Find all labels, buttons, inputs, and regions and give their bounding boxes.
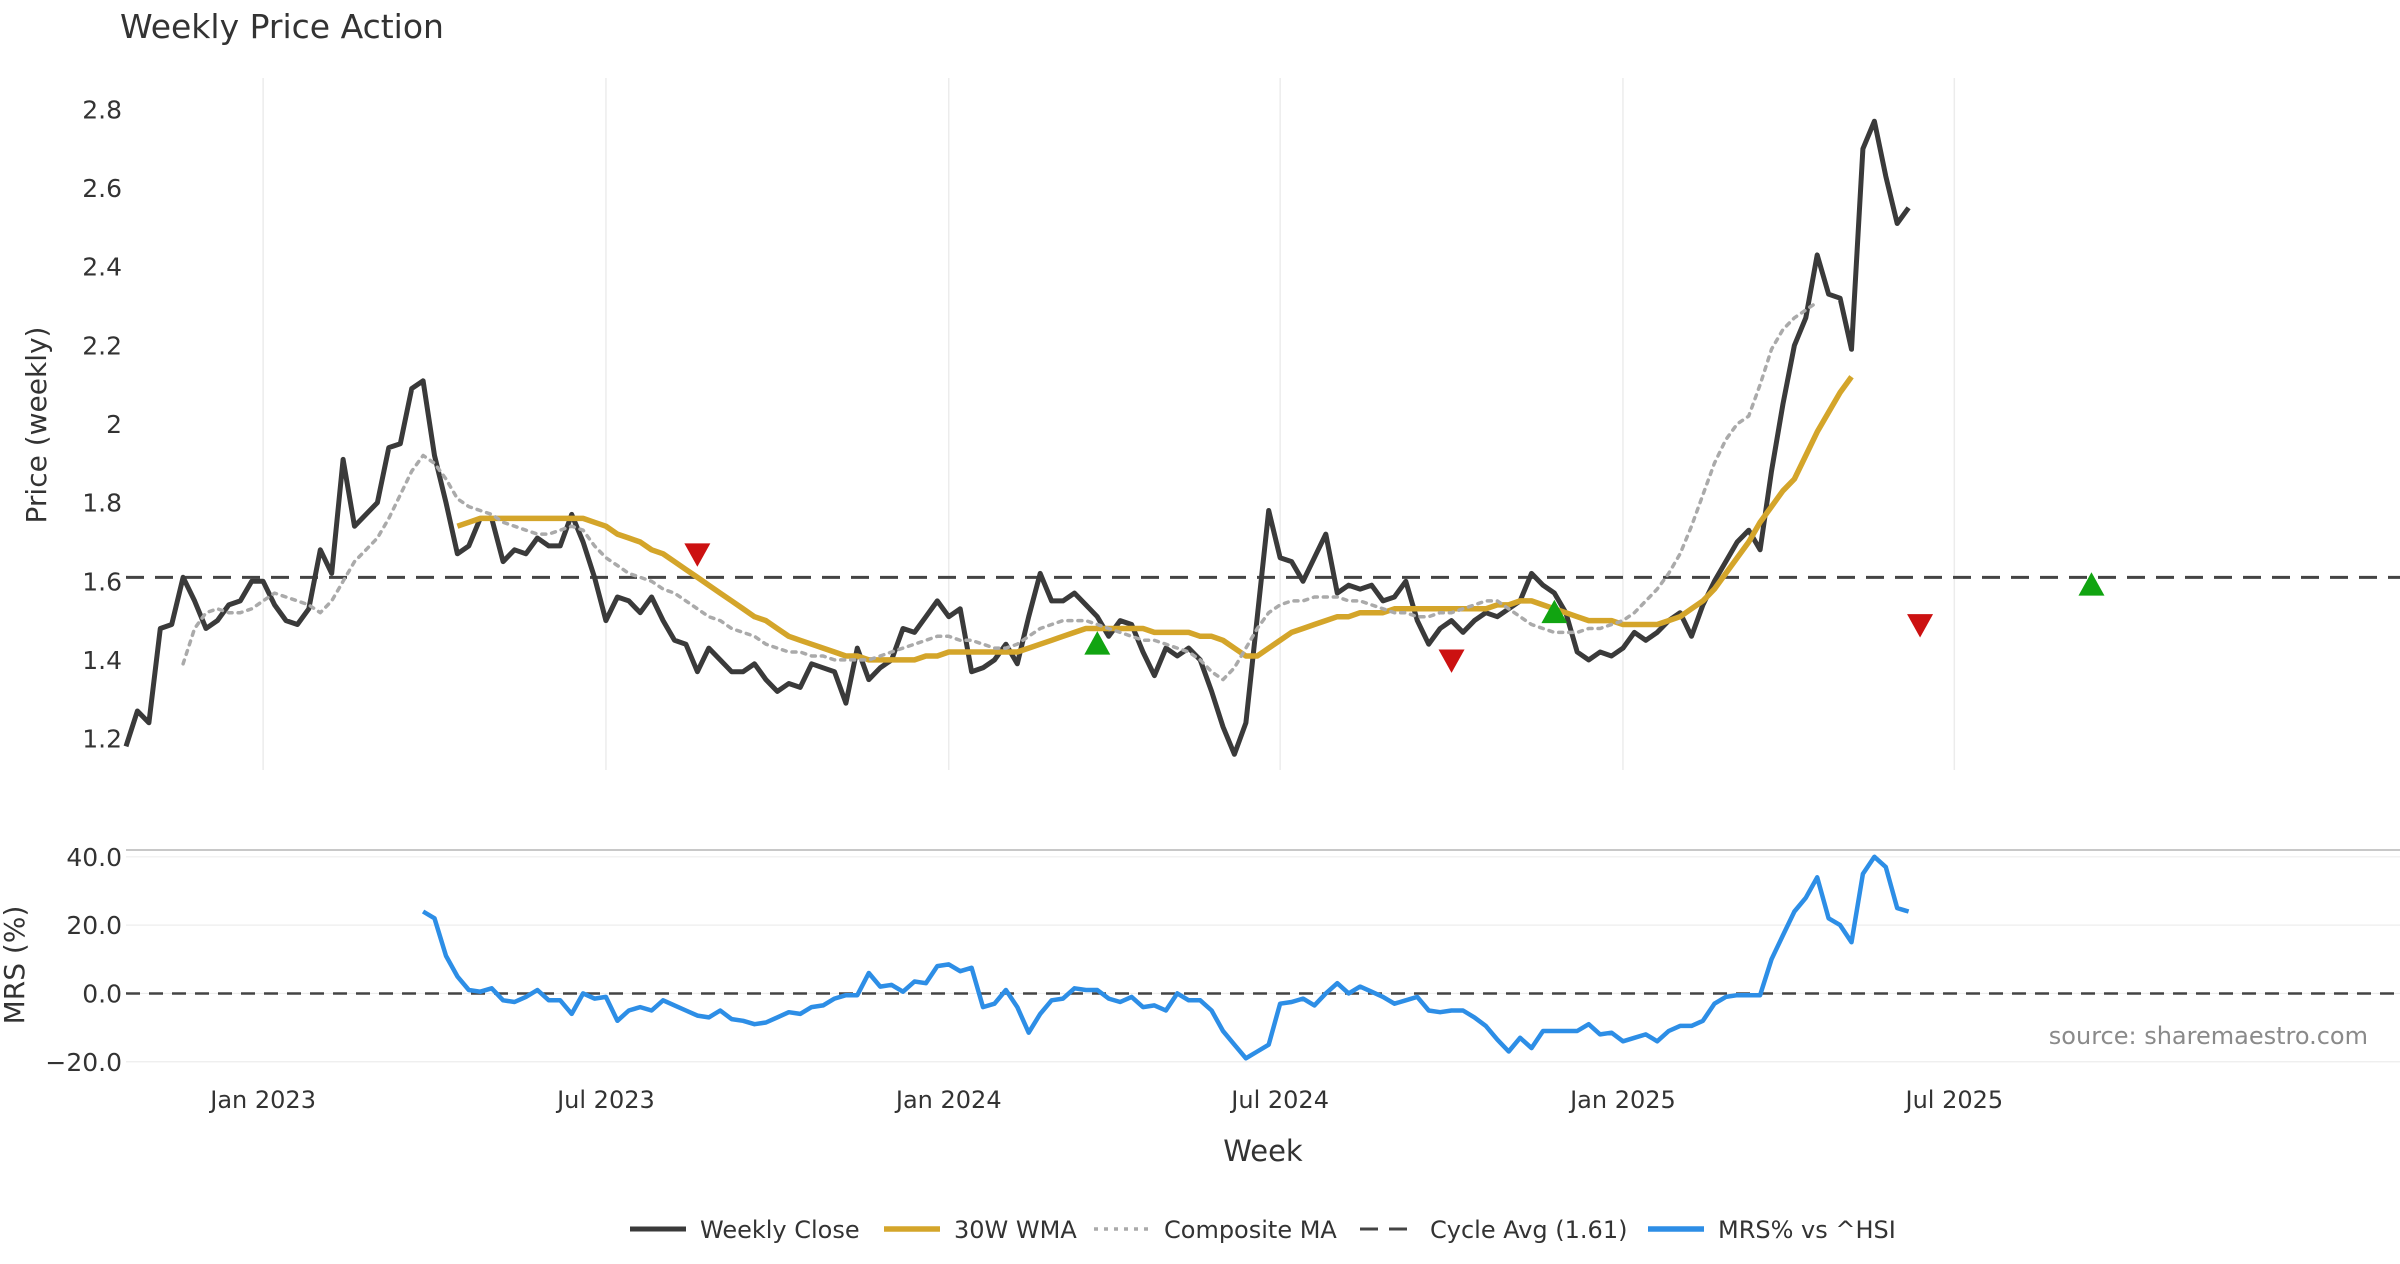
price-y-tick-label: 2.8: [82, 95, 122, 124]
mrs-y-tick-label: −20.0: [45, 1048, 122, 1077]
series-line-4: [421, 854, 1910, 1061]
mrs-y-tick-label: 0.0: [82, 979, 122, 1008]
buy-signal-marker: [1541, 599, 1568, 624]
legend-label: Cycle Avg (1.61): [1430, 1216, 1627, 1244]
buy-signal-marker: [1084, 631, 1111, 655]
x-tick-label: Jan 2023: [208, 1086, 316, 1114]
x-axis-label: Week: [1223, 1134, 1303, 1168]
series-layer: [123, 118, 1911, 1061]
chart-title: Weekly Price Action: [120, 7, 444, 46]
price-y-tick-label: 1.8: [82, 489, 122, 518]
x-tick-label: Jan 2024: [894, 1086, 1002, 1114]
x-tick-label: Jul 2025: [1904, 1086, 2004, 1114]
price-y-tick-label: 1.2: [82, 725, 122, 754]
x-tick-label: Jul 2024: [1229, 1086, 1329, 1114]
legend: Weekly Close 30W WMA Composite MA Cycle Avg…: [630, 1216, 1896, 1244]
legend-label: Weekly Close: [700, 1216, 860, 1244]
price-y-tick-label: 2: [106, 410, 122, 439]
sell-signal-marker: [1907, 614, 1934, 638]
mrs-y-tick-label: 20.0: [66, 911, 122, 940]
price-y-tick-label: 2.4: [82, 253, 122, 282]
axis-layer: Jan 2023 Jul 2023 Jan 2024 Jul 2024 Jan 2025…: [45, 95, 2003, 1114]
legend-label: Composite MA: [1164, 1216, 1337, 1244]
x-tick-label: Jan 2025: [1568, 1086, 1676, 1114]
price-y-axis-label: Price (weekly): [20, 327, 53, 524]
legend-label: MRS% vs ^HSI: [1718, 1216, 1896, 1244]
buy-signal-marker: [2078, 572, 2105, 596]
price-y-tick-label: 1.4: [82, 646, 122, 675]
mrs-y-tick-label: 40.0: [66, 843, 122, 872]
price-y-tick-label: 2.6: [82, 174, 122, 203]
reference-lines: [126, 575, 2400, 995]
signal-markers: [684, 543, 2105, 673]
sell-signal-marker: [684, 543, 711, 567]
series-line-2: [181, 300, 1819, 682]
series-line-0: [123, 118, 1911, 757]
sell-signal-marker: [1438, 649, 1465, 673]
price-y-tick-label: 2.2: [82, 331, 122, 360]
x-tick-label: Jul 2023: [555, 1086, 655, 1114]
price-y-tick-label: 1.6: [82, 567, 122, 596]
series-line-1: [456, 375, 1854, 663]
mrs-y-axis-label: MRS (%): [0, 906, 31, 1025]
source-attribution: source: sharemaestro.com: [2049, 1022, 2368, 1050]
legend-label: 30W WMA: [954, 1216, 1077, 1244]
